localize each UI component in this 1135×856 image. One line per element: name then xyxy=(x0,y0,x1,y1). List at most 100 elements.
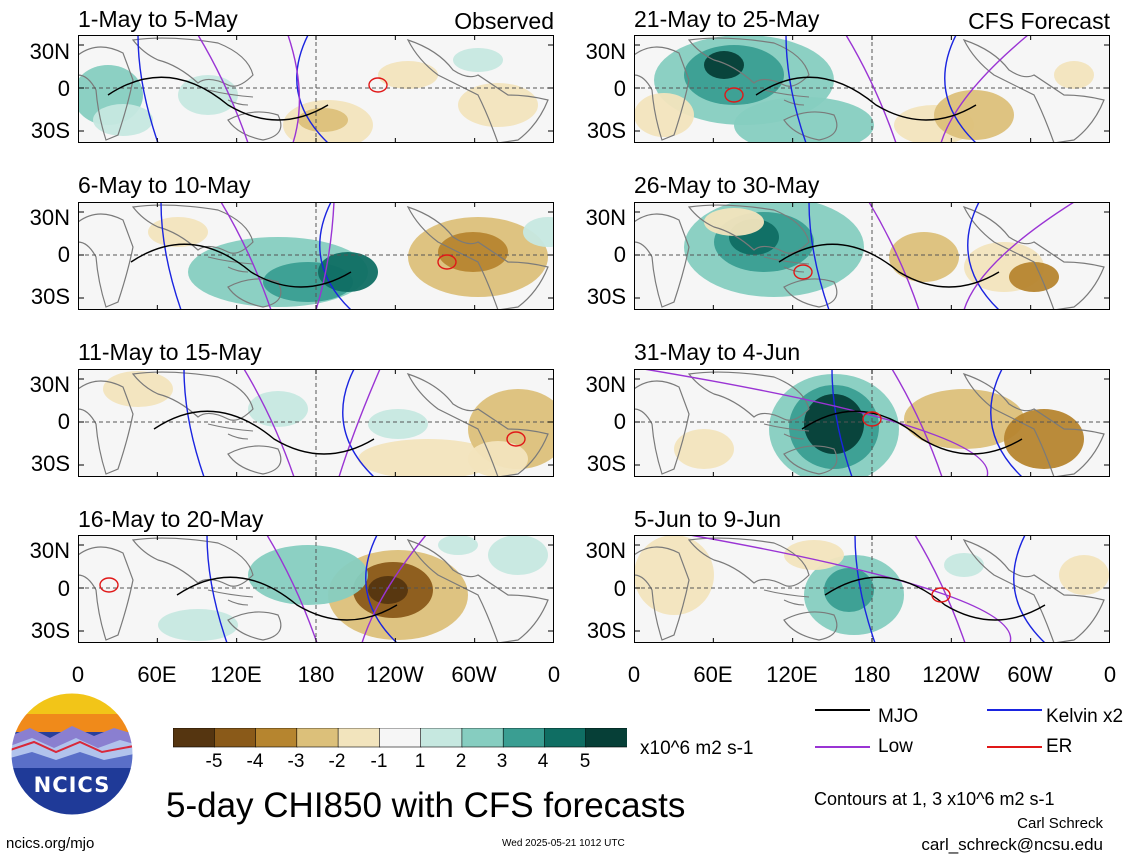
anomaly-region xyxy=(438,535,478,555)
lat-label: 30S xyxy=(30,618,70,643)
timestamp: Wed 2025-05-21 1012 UTC xyxy=(502,838,625,849)
kelvin-contour xyxy=(854,535,876,643)
lon-label: 60W xyxy=(1007,662,1053,687)
map-panel xyxy=(78,35,554,143)
mjo-contour xyxy=(153,410,375,455)
low-contour xyxy=(361,535,427,643)
lon-label: 180 xyxy=(853,662,891,687)
mjo-contour xyxy=(801,410,1023,455)
panel-title: 11-May to 15-May xyxy=(78,339,262,365)
anomaly-region xyxy=(318,252,378,292)
site-link[interactable]: ncics.org/mjo xyxy=(6,835,95,852)
anomaly-region xyxy=(458,83,538,127)
legend-label-er: ER xyxy=(1046,736,1073,757)
panel-title: 5-Jun to 9-Jun xyxy=(634,506,782,532)
mjo-contour xyxy=(176,576,398,621)
panel-title: 21-May to 25-May xyxy=(634,6,820,32)
lon-label: 60E xyxy=(137,662,177,687)
lat-label: 30S xyxy=(30,284,70,309)
contours-note: Contours at 1, 3 x10^6 m2 s-1 xyxy=(814,789,1055,809)
coastline-africa xyxy=(78,546,134,641)
colorbar-swatch xyxy=(213,728,257,748)
anomaly-region xyxy=(1054,61,1094,89)
anomaly-region xyxy=(704,51,744,79)
author: Carl Schreck xyxy=(1017,815,1103,832)
coastline-maritime xyxy=(207,423,254,440)
low-contour xyxy=(868,202,920,310)
coastline-australia xyxy=(227,111,282,141)
lat-label: 0 xyxy=(57,242,70,267)
kelvin-contour xyxy=(808,202,830,310)
coastline-americas xyxy=(406,372,549,477)
coastline-africa xyxy=(78,213,134,308)
coastline-africa xyxy=(78,380,134,475)
panel-title: 6-May to 10-May xyxy=(78,172,251,198)
colorbar-label: 5 xyxy=(579,751,591,772)
kelvin-contour xyxy=(365,535,398,643)
coastline-maritime xyxy=(763,589,810,606)
low-contour xyxy=(266,535,318,643)
colorbar-label: -1 xyxy=(370,751,388,772)
low-contour xyxy=(689,535,1012,643)
coastline-asia xyxy=(131,537,254,587)
lat-label: 30N xyxy=(29,538,70,563)
mjo-contour xyxy=(824,576,1046,621)
colorbar-swatch xyxy=(255,728,298,748)
colorbar-label: 3 xyxy=(496,751,508,772)
lon-label: 0 xyxy=(547,662,561,687)
coastline-asia xyxy=(131,37,254,87)
anomaly-region xyxy=(734,97,874,143)
coastline-australia xyxy=(227,445,282,475)
anomaly-region xyxy=(934,90,1014,140)
anomaly-region xyxy=(824,568,874,612)
lon-label: 120E xyxy=(766,662,818,687)
colorbar-label: 2 xyxy=(455,751,467,772)
main-title: 5-day CHI850 with CFS forecasts xyxy=(166,786,686,825)
coastline-australia xyxy=(783,278,838,308)
logo-graphic xyxy=(10,692,134,816)
kelvin-contour xyxy=(319,202,352,310)
colorbar-swatches xyxy=(173,728,627,748)
panel-tag: CFS Forecast xyxy=(968,8,1110,34)
map-panel xyxy=(634,535,1110,643)
panel-title: 31-May to 4-Jun xyxy=(634,339,801,365)
lat-label: 30S xyxy=(586,618,626,643)
lat-label: 0 xyxy=(613,576,626,601)
anomaly-region xyxy=(488,535,548,575)
coastline-asia xyxy=(687,371,810,421)
anomaly-region xyxy=(148,217,208,247)
anomaly-region xyxy=(248,391,308,427)
kelvin-contour xyxy=(342,369,375,477)
legend-swatch-low xyxy=(815,746,870,748)
anomaly-region xyxy=(468,441,528,477)
anomaly-region xyxy=(298,108,348,132)
colorbar-swatch xyxy=(461,728,504,748)
colorbar-label: -4 xyxy=(246,751,264,772)
colorbar-swatch xyxy=(544,728,587,748)
lon-label: 120W xyxy=(366,662,424,687)
legend-label-kelvin: Kelvin x2 xyxy=(1046,706,1124,727)
lat-label: 30N xyxy=(585,538,626,563)
er-contour xyxy=(862,411,882,427)
lat-label: 30N xyxy=(29,205,70,230)
panel-tag: Observed xyxy=(454,8,554,34)
coastline-americas xyxy=(406,538,549,643)
mjo-contour xyxy=(755,76,977,121)
legend-label-mjo: MJO xyxy=(878,706,919,727)
er-contour xyxy=(506,431,526,447)
logo-text: NCICS xyxy=(33,773,111,797)
er-contour xyxy=(437,254,457,270)
lon-label: 60W xyxy=(451,662,497,687)
coastline-americas xyxy=(962,372,1105,477)
lon-label: 180 xyxy=(297,662,335,687)
kelvin-contour xyxy=(160,202,182,310)
mjo-contour xyxy=(107,76,329,121)
colorbar-swatch xyxy=(337,728,381,748)
lat-label: 30S xyxy=(30,118,70,143)
anomaly-region xyxy=(248,545,368,605)
coastline-maritime xyxy=(763,423,810,440)
colorbar-units: x10^6 m2 s-1 xyxy=(640,738,754,759)
lon-label: 120W xyxy=(922,662,980,687)
kelvin-contour xyxy=(296,35,329,143)
low-contour xyxy=(197,35,249,143)
